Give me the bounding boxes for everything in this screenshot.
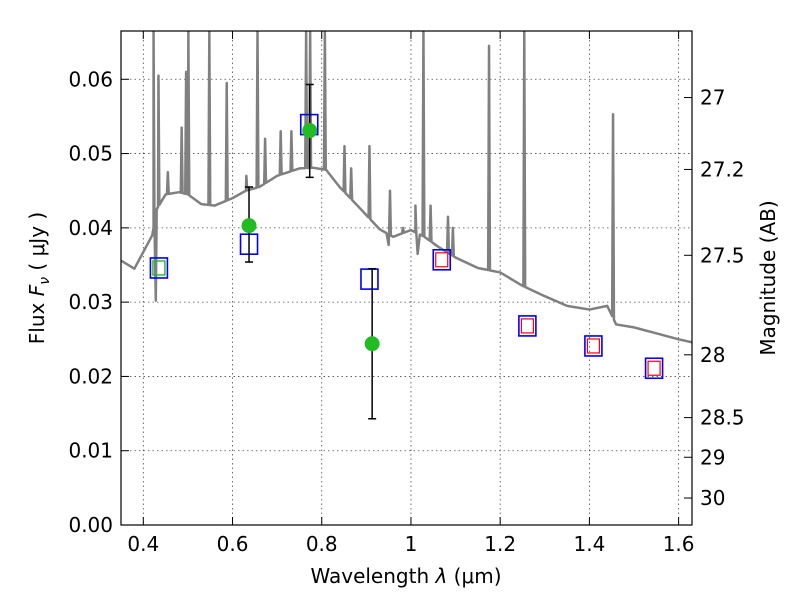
spectrum-layer	[121, 31, 692, 344]
inner-box-red	[520, 318, 534, 334]
inner-box-red	[647, 360, 661, 376]
y-tick-label: 0.05	[68, 142, 113, 166]
model-flux-box	[584, 335, 603, 357]
model-flux-box	[149, 257, 169, 279]
y-axis-title: Flux Fν ( μJy )	[25, 212, 53, 344]
x-tick-label: 1.2	[484, 532, 516, 556]
x-tick-label: 1.4	[573, 532, 605, 556]
inner-box-red	[586, 338, 601, 354]
y2-tick-label: 30	[700, 486, 725, 510]
x-tick-label: 1.6	[663, 532, 695, 556]
y2-tick-label: 28.5	[700, 406, 745, 430]
inner-box-red	[435, 252, 449, 268]
x-tick-label: 0.6	[217, 532, 249, 556]
model-flux-box	[432, 249, 452, 271]
model-flux-box	[644, 357, 664, 380]
y-tick-label: 0.00	[68, 513, 113, 537]
y2-tick-label: 27	[700, 86, 725, 110]
model-spectrum-line	[121, 31, 692, 344]
y2-tick-label: 27.2	[700, 157, 745, 181]
plot-background	[121, 31, 692, 525]
y2-tick-label: 28	[700, 343, 725, 367]
y-tick-label: 0.02	[68, 364, 113, 388]
axis-ticks	[121, 31, 692, 526]
y2-tick-label: 29	[700, 445, 725, 469]
observed-flux-point	[241, 218, 257, 234]
y-tick-label: 0.01	[68, 439, 113, 463]
y-tick-label: 0.03	[68, 290, 113, 314]
x-axis-title: Wavelength λ (μm)	[310, 564, 501, 588]
observed-flux-point	[302, 123, 318, 139]
y-tick-label: 0.04	[68, 216, 113, 240]
observed-flux-point	[364, 336, 380, 352]
x-tick-label: 0.4	[127, 532, 159, 556]
inner-box-green	[152, 260, 166, 276]
tick-labels: 0.4 0.6 0.8 1 1.2 1.4 1.6 0.00 0.01 0.02 0.03 0.04 0…	[68, 67, 744, 556]
y2-axis-title: Magnitude (AB)	[756, 200, 780, 355]
y-tick-label: 0.06	[68, 67, 113, 91]
x-tick-label: 0.8	[306, 532, 338, 556]
x-tick-label: 1	[405, 532, 418, 556]
y2-tick-label: 27.5	[700, 243, 745, 267]
photometry-layer	[149, 83, 664, 420]
model-flux-box	[518, 315, 537, 337]
plot-frame	[120, 30, 693, 526]
